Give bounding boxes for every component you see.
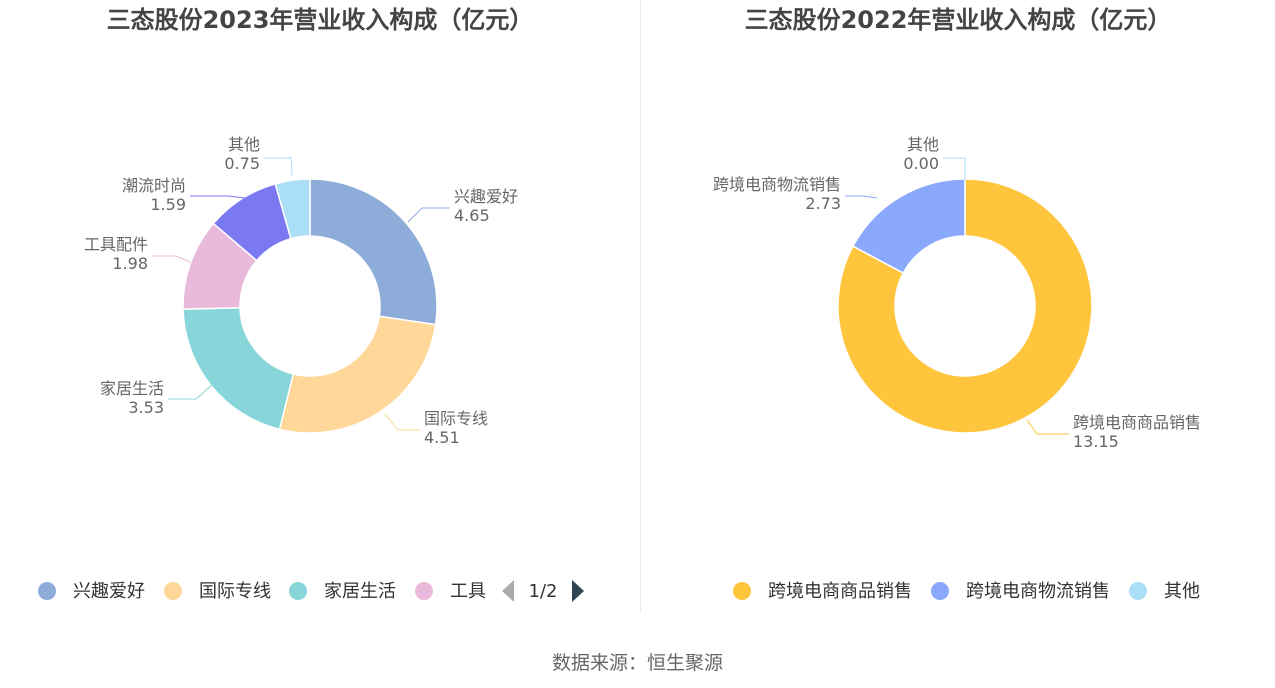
legend-item-label[interactable]: 工具 bbox=[450, 581, 486, 602]
legend-marker[interactable] bbox=[289, 582, 307, 600]
legend-marker[interactable] bbox=[1129, 582, 1147, 600]
donut-chart-2022: 跨境电商商品销售13.15跨境电商物流销售2.73其他0.00跨境电商商品销售跨… bbox=[713, 135, 1201, 602]
slice-label-value: 0.00 bbox=[903, 154, 939, 173]
slice-label-value: 3.53 bbox=[128, 398, 164, 417]
legend-marker[interactable] bbox=[38, 582, 56, 600]
source-name: 恒生聚源 bbox=[647, 652, 724, 674]
slice-label-category: 跨境电商物流销售 bbox=[713, 175, 841, 194]
slice-label-value: 4.51 bbox=[424, 428, 460, 447]
legend-item-label[interactable]: 其他 bbox=[1164, 581, 1200, 602]
slice-label-category: 兴趣爱好 bbox=[454, 187, 518, 206]
pie-slice-2[interactable] bbox=[278, 315, 437, 434]
label-leader-line bbox=[190, 195, 246, 199]
pie-slice-1[interactable] bbox=[309, 178, 438, 326]
pie-slice-3[interactable] bbox=[182, 306, 295, 431]
label-leader-line bbox=[168, 384, 213, 400]
slice-label-category: 国际专线 bbox=[424, 409, 488, 428]
legend-page-indicator: 1/2 bbox=[529, 581, 558, 602]
legend-next-page-icon[interactable] bbox=[572, 580, 584, 602]
legend-item-label[interactable]: 跨境电商物流销售 bbox=[966, 581, 1110, 602]
slice-label-value: 2.73 bbox=[805, 194, 841, 213]
legend-marker[interactable] bbox=[733, 582, 751, 600]
legend-item-label[interactable]: 兴趣爱好 bbox=[73, 581, 145, 602]
slice-label-category: 工具配件 bbox=[84, 235, 148, 254]
slice-label-value: 1.98 bbox=[112, 254, 148, 273]
slice-label-category: 跨境电商商品销售 bbox=[1073, 413, 1201, 432]
legend-prev-page-icon[interactable] bbox=[502, 580, 514, 602]
label-leader-line bbox=[845, 195, 878, 199]
chart-panel-2022: 三态股份2022年营业收入构成（亿元） 跨境电商商品销售 13.15 跨境电商物流销… bbox=[641, 0, 1275, 612]
legend-item-label[interactable]: 国际专线 bbox=[199, 581, 271, 602]
label-leader-line bbox=[1026, 419, 1069, 435]
legend-item-label[interactable]: 家居生活 bbox=[324, 581, 396, 602]
source-prefix: 数据来源： bbox=[551, 652, 647, 674]
slice-label-category: 家居生活 bbox=[100, 379, 164, 398]
slice-label-category: 其他 bbox=[228, 135, 260, 154]
label-leader-line bbox=[264, 157, 293, 177]
slice-label-category: 其他 bbox=[907, 135, 939, 154]
slice-label-value: 13.15 bbox=[1073, 432, 1119, 451]
pie-slice-1[interactable] bbox=[837, 178, 1093, 434]
legend-item-label[interactable]: 跨境电商商品销售 bbox=[768, 581, 912, 602]
slice-label-value: 0.75 bbox=[224, 154, 260, 173]
donut-chart-2023: 兴趣爱好4.65国际专线4.51家居生活3.53工具配件1.98潮流时尚1.59… bbox=[38, 135, 584, 602]
legend-marker[interactable] bbox=[164, 582, 182, 600]
chart-title-2023: 三态股份2023年营业收入构成（亿元） bbox=[106, 6, 534, 34]
pie-slice-6[interactable] bbox=[274, 178, 311, 240]
slice-label-category: 潮流时尚 bbox=[122, 176, 186, 195]
label-leader-line bbox=[384, 413, 420, 431]
legend-marker[interactable] bbox=[931, 582, 949, 600]
data-source: 数据来源：恒生聚源 bbox=[0, 648, 1275, 675]
chart-title-2022: 三态股份2022年营业收入构成（亿元） bbox=[744, 6, 1172, 34]
label-leader-line bbox=[152, 255, 191, 263]
panel-divider bbox=[640, 0, 641, 612]
slice-label-value: 1.59 bbox=[150, 195, 186, 214]
chart-panel-2023: 三态股份2023年营业收入构成（亿元） 兴趣爱好 4.65 国际专线 4.51 家居生活… bbox=[0, 0, 640, 612]
label-leader-line bbox=[407, 207, 450, 223]
legend-marker[interactable] bbox=[415, 582, 433, 600]
label-leader-line bbox=[943, 157, 966, 180]
slice-label-value: 4.65 bbox=[454, 206, 490, 225]
